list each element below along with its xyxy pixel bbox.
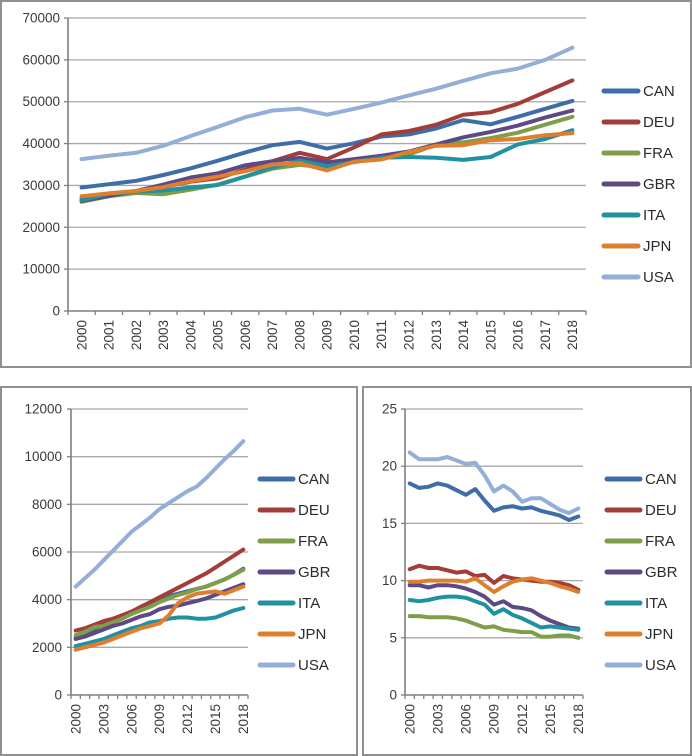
- legend-label-can: CAN: [298, 471, 330, 488]
- series-line-gbr: [79, 108, 575, 203]
- x-tick-label: 2010: [347, 320, 362, 350]
- legend-label-fra: FRA: [298, 533, 328, 550]
- legend-label-ita: ITA: [298, 595, 320, 612]
- y-tick-label: 0: [52, 304, 60, 319]
- x-tick-label: 2007: [265, 320, 280, 350]
- y-tick-label: 10: [382, 573, 397, 588]
- series-line-can: [79, 98, 575, 190]
- x-tick-label: 2005: [211, 320, 226, 350]
- x-tick-label: 2015: [208, 704, 223, 734]
- x-tick-label: 2011: [374, 320, 389, 349]
- x-tick-label: 2000: [402, 704, 417, 734]
- y-tick-label: 70000: [22, 11, 60, 26]
- y-tick-label: 10000: [22, 262, 60, 277]
- series-line-usa: [407, 450, 581, 516]
- y-tick-label: 20: [382, 459, 397, 474]
- x-tick-label: 2017: [538, 320, 553, 350]
- legend-label-can: CAN: [645, 471, 677, 488]
- x-tick-label: 2008: [292, 320, 307, 350]
- legend-label-deu: DEU: [645, 502, 677, 519]
- legend-label-fra: FRA: [645, 533, 675, 550]
- x-tick-label: 2018: [236, 704, 251, 734]
- y-tick-label: 8000: [32, 497, 62, 512]
- y-tick-label: 15: [382, 516, 397, 531]
- x-tick-label: 2003: [430, 704, 445, 734]
- series-line-ita: [79, 128, 575, 203]
- panel-bottom-right-line-chart: 0 5 10 15 20 25 2000 2003 2006 2009 2012 2015 2018 CA…: [362, 386, 692, 756]
- y-tick-label: 12000: [24, 402, 62, 417]
- x-tick-label: 2006: [459, 704, 474, 734]
- legend-label-jpn: JPN: [298, 626, 326, 643]
- series-line-jpn: [407, 576, 581, 594]
- series-line-gbr: [73, 582, 246, 641]
- legend-label-usa: USA: [298, 657, 329, 674]
- x-tick-label: 2004: [183, 320, 198, 351]
- series-line-fra: [407, 614, 581, 640]
- legend-label-ita: ITA: [643, 207, 665, 224]
- legend-label-jpn: JPN: [643, 238, 671, 255]
- x-tick-label: 2012: [515, 704, 530, 734]
- y-tick-label: 10000: [24, 449, 62, 464]
- series-line-ita: [407, 594, 581, 632]
- x-tick-label: 2013: [429, 320, 444, 350]
- x-tick-label: 2012: [401, 320, 416, 350]
- x-tick-label: 2001: [102, 320, 117, 350]
- panel-top-line-chart: 0 10000 20000 30000 40000 50000 60000 70000 2000…: [0, 0, 692, 368]
- series-line-fra: [73, 567, 246, 638]
- y-tick-label: 30000: [22, 178, 60, 193]
- y-tick-label: 0: [54, 688, 62, 703]
- x-tick-label: 2012: [180, 704, 195, 734]
- panel-bottom-left-line-chart: 0 2000 4000 6000 8000 10000 12000 2000 2003 2006 2…: [0, 386, 358, 756]
- x-tick-label: 2016: [511, 320, 526, 350]
- legend-label-ita: ITA: [645, 595, 667, 612]
- legend-label-jpn: JPN: [645, 626, 673, 643]
- x-tick-label: 2003: [156, 320, 171, 350]
- x-tick-label: 2006: [124, 704, 139, 734]
- x-tick-label: 2018: [565, 320, 580, 350]
- legend-label-gbr: GBR: [298, 564, 331, 581]
- legend-label-deu: DEU: [643, 114, 675, 131]
- y-tick-label: 25: [382, 402, 397, 417]
- legend-label-usa: USA: [645, 657, 676, 674]
- x-tick-label: 2015: [483, 320, 498, 350]
- legend-label-deu: DEU: [298, 502, 330, 519]
- legend-label-fra: FRA: [643, 145, 673, 162]
- x-tick-label: 2018: [571, 704, 586, 734]
- legend-label-gbr: GBR: [645, 564, 678, 581]
- top-line-chart: 0 10000 20000 30000 40000 50000 60000 70000 2000…: [22, 11, 676, 351]
- x-tick-label: 2009: [320, 320, 335, 350]
- legend-label-usa: USA: [643, 269, 674, 286]
- legend-label-gbr: GBR: [643, 176, 676, 193]
- y-tick-label: 60000: [22, 52, 60, 67]
- x-tick-label: 2009: [487, 704, 502, 734]
- x-tick-label: 2009: [152, 704, 167, 734]
- x-tick-label: 2000: [68, 704, 83, 734]
- y-tick-label: 20000: [22, 220, 60, 235]
- bottom-left-line-chart: 0 2000 4000 6000 8000 10000 12000 2000 2003 2006 2…: [24, 402, 331, 735]
- series-line-deu: [73, 547, 246, 633]
- x-tick-label: 2002: [129, 320, 144, 350]
- y-tick-label: 5: [389, 630, 397, 645]
- y-tick-label: 4000: [32, 592, 62, 607]
- x-tick-label: 2006: [238, 320, 253, 350]
- y-tick-label: 50000: [22, 94, 60, 109]
- x-tick-label: 2000: [74, 320, 89, 350]
- x-tick-label: 2014: [456, 320, 471, 351]
- series-line-jpn: [79, 131, 575, 199]
- y-tick-label: 0: [389, 688, 397, 703]
- bottom-right-line-chart: 0 5 10 15 20 25 2000 2003 2006 2009 2012 2015 2018 CA…: [382, 402, 678, 735]
- x-tick-label: 2015: [543, 704, 558, 734]
- y-tick-label: 6000: [32, 545, 62, 560]
- series-line-usa: [73, 439, 246, 589]
- x-tick-label: 2003: [96, 704, 111, 734]
- series-line-jpn: [73, 584, 246, 652]
- series-line-can: [407, 481, 581, 522]
- series-line-gbr: [407, 583, 581, 631]
- y-tick-label: 40000: [22, 136, 60, 151]
- series-line-usa: [79, 45, 575, 162]
- y-tick-label: 2000: [32, 640, 62, 655]
- legend-label-can: CAN: [643, 83, 675, 100]
